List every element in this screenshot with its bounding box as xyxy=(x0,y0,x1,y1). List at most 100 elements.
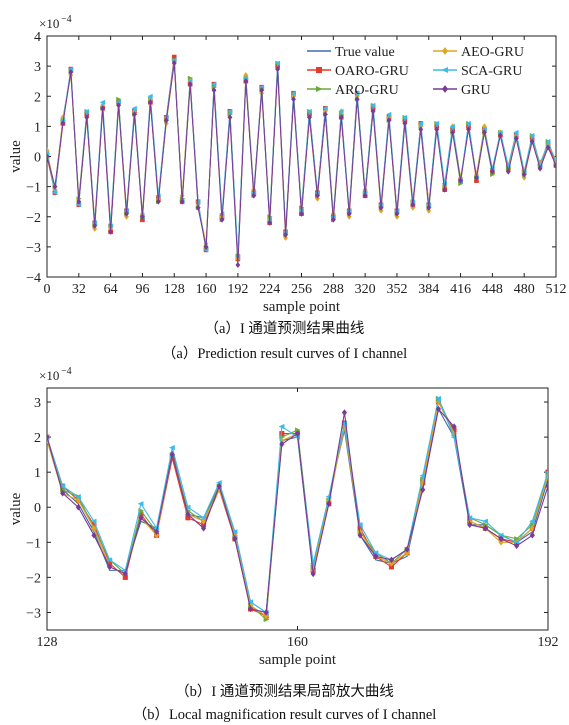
data-point-gru xyxy=(116,102,121,109)
data-point-gru xyxy=(60,489,66,497)
legend-entry-oaro-gru: OARO-GRU xyxy=(335,64,409,79)
y-exponent-power: −4 xyxy=(61,366,72,377)
data-point-gru xyxy=(147,99,153,106)
y-tick-label: −1 xyxy=(26,181,41,196)
data-point-gru xyxy=(450,129,456,136)
x-tick-label: 192 xyxy=(227,282,248,297)
x-tick-label: 448 xyxy=(482,282,503,297)
legend-entry-aeo-gru: AEO-GRU xyxy=(461,45,524,60)
data-point-gru xyxy=(420,486,426,494)
data-point-gru xyxy=(251,192,257,199)
data-point-gru xyxy=(200,524,207,532)
data-point-gru xyxy=(529,138,535,145)
data-point-sca-gru xyxy=(184,504,191,510)
data-point-gru xyxy=(451,423,457,430)
data-point-gru xyxy=(47,153,50,160)
x-tick-label: 416 xyxy=(450,282,471,297)
data-point-gru xyxy=(402,120,408,127)
data-point-sca-gru xyxy=(99,99,106,105)
y-tick-label: 2 xyxy=(34,90,41,105)
data-point-gru xyxy=(294,430,301,437)
y-tick-label: 3 xyxy=(34,396,41,411)
x-tick-label: 384 xyxy=(418,282,439,297)
y-exponent-power: −4 xyxy=(61,14,72,25)
data-point-sca-gru xyxy=(147,93,153,99)
data-point-gru xyxy=(171,59,177,67)
data-point-gru xyxy=(434,126,440,133)
data-point-gru xyxy=(410,201,416,208)
data-point-sca-gru xyxy=(278,423,285,430)
data-point-sca-gru xyxy=(369,102,376,108)
plot-frame xyxy=(46,387,549,631)
data-point-aro-gru xyxy=(116,96,122,102)
data-point-gru xyxy=(545,482,548,490)
data-point-sca-gru xyxy=(544,470,548,474)
data-point-gru xyxy=(132,111,137,118)
data-point-sca-gru xyxy=(433,120,440,126)
data-point-gru xyxy=(497,132,503,139)
data-point-gru xyxy=(474,174,479,181)
data-point-gru xyxy=(124,210,129,217)
data-point-gru xyxy=(267,219,273,226)
data-point-gru xyxy=(514,542,520,550)
x-tick-label: 320 xyxy=(355,282,376,297)
y-tick-label: −3 xyxy=(26,606,41,621)
data-point-sca-gru xyxy=(529,132,535,138)
series-group xyxy=(47,54,556,269)
data-point-gru xyxy=(338,114,344,121)
x-tick-label: 352 xyxy=(386,282,407,297)
data-point-gru xyxy=(458,177,463,184)
y-tick-label: 1 xyxy=(34,120,41,135)
data-point-gru xyxy=(373,552,379,560)
data-point-sca-gru xyxy=(168,444,175,451)
data-point-gru xyxy=(283,231,289,238)
legend-swatch-marker xyxy=(316,67,322,73)
x-tick-label: 32 xyxy=(72,282,86,297)
data-point-gru xyxy=(169,451,175,459)
data-point-gru xyxy=(521,171,527,178)
data-point-gru xyxy=(211,87,217,94)
chart-a-prediction-curves: −4 −3 −2 −1 0 1 2 3 4 0 32 64 96 128 160 192 224 256 288 32… xyxy=(8,14,567,315)
legend-swatch-marker xyxy=(441,67,448,73)
data-point-gru xyxy=(394,210,400,217)
x-axis-label: sample point xyxy=(259,652,337,668)
x-tick-label: 128 xyxy=(37,635,58,650)
y-tick-label: −3 xyxy=(26,241,41,256)
data-point-gru xyxy=(388,556,395,564)
caption-a-chinese: （a）I 通道预测结果曲线 xyxy=(204,321,365,337)
data-point-aeo-gru xyxy=(498,538,504,546)
data-point-sca-gru xyxy=(338,108,344,114)
x-tick-label: 64 xyxy=(104,282,118,297)
x-tick-label: 128 xyxy=(164,282,185,297)
data-point-gru xyxy=(75,503,81,511)
legend-entry-gru: GRU xyxy=(461,83,491,98)
data-point-gru xyxy=(179,198,185,205)
data-point-gru xyxy=(307,114,312,121)
data-point-gru xyxy=(553,162,556,169)
series-group xyxy=(47,395,548,623)
y-tick-label: 2 xyxy=(34,431,41,446)
data-point-gru xyxy=(91,531,97,539)
legend: True value OARO-GRU ARO-GRU AEO-GRU SCA-GRU G… xyxy=(307,45,524,98)
data-point-gru xyxy=(219,216,225,223)
data-point-gru xyxy=(482,129,487,136)
x-tick-label: 160 xyxy=(287,635,308,650)
data-point-gru xyxy=(322,111,328,118)
data-point-gru xyxy=(386,117,392,124)
data-point-gru xyxy=(108,228,114,235)
data-point-sca-gru xyxy=(226,108,233,114)
data-point-sca-gru xyxy=(513,129,519,135)
data-point-gru xyxy=(235,261,241,269)
data-point-sca-gru xyxy=(51,190,58,196)
data-point-gru xyxy=(122,570,128,578)
data-point-gru xyxy=(138,514,144,522)
data-point-gru xyxy=(310,570,316,578)
data-point-sca-gru xyxy=(356,522,363,528)
data-point-sca-gru xyxy=(482,518,488,524)
data-point-sca-gru xyxy=(274,60,280,66)
data-point-sca-gru xyxy=(137,501,144,507)
data-point-gru xyxy=(279,440,285,448)
data-point-sca-gru xyxy=(83,108,90,114)
x-tick-label: 512 xyxy=(546,282,567,297)
data-point-sca-gru xyxy=(200,515,207,521)
